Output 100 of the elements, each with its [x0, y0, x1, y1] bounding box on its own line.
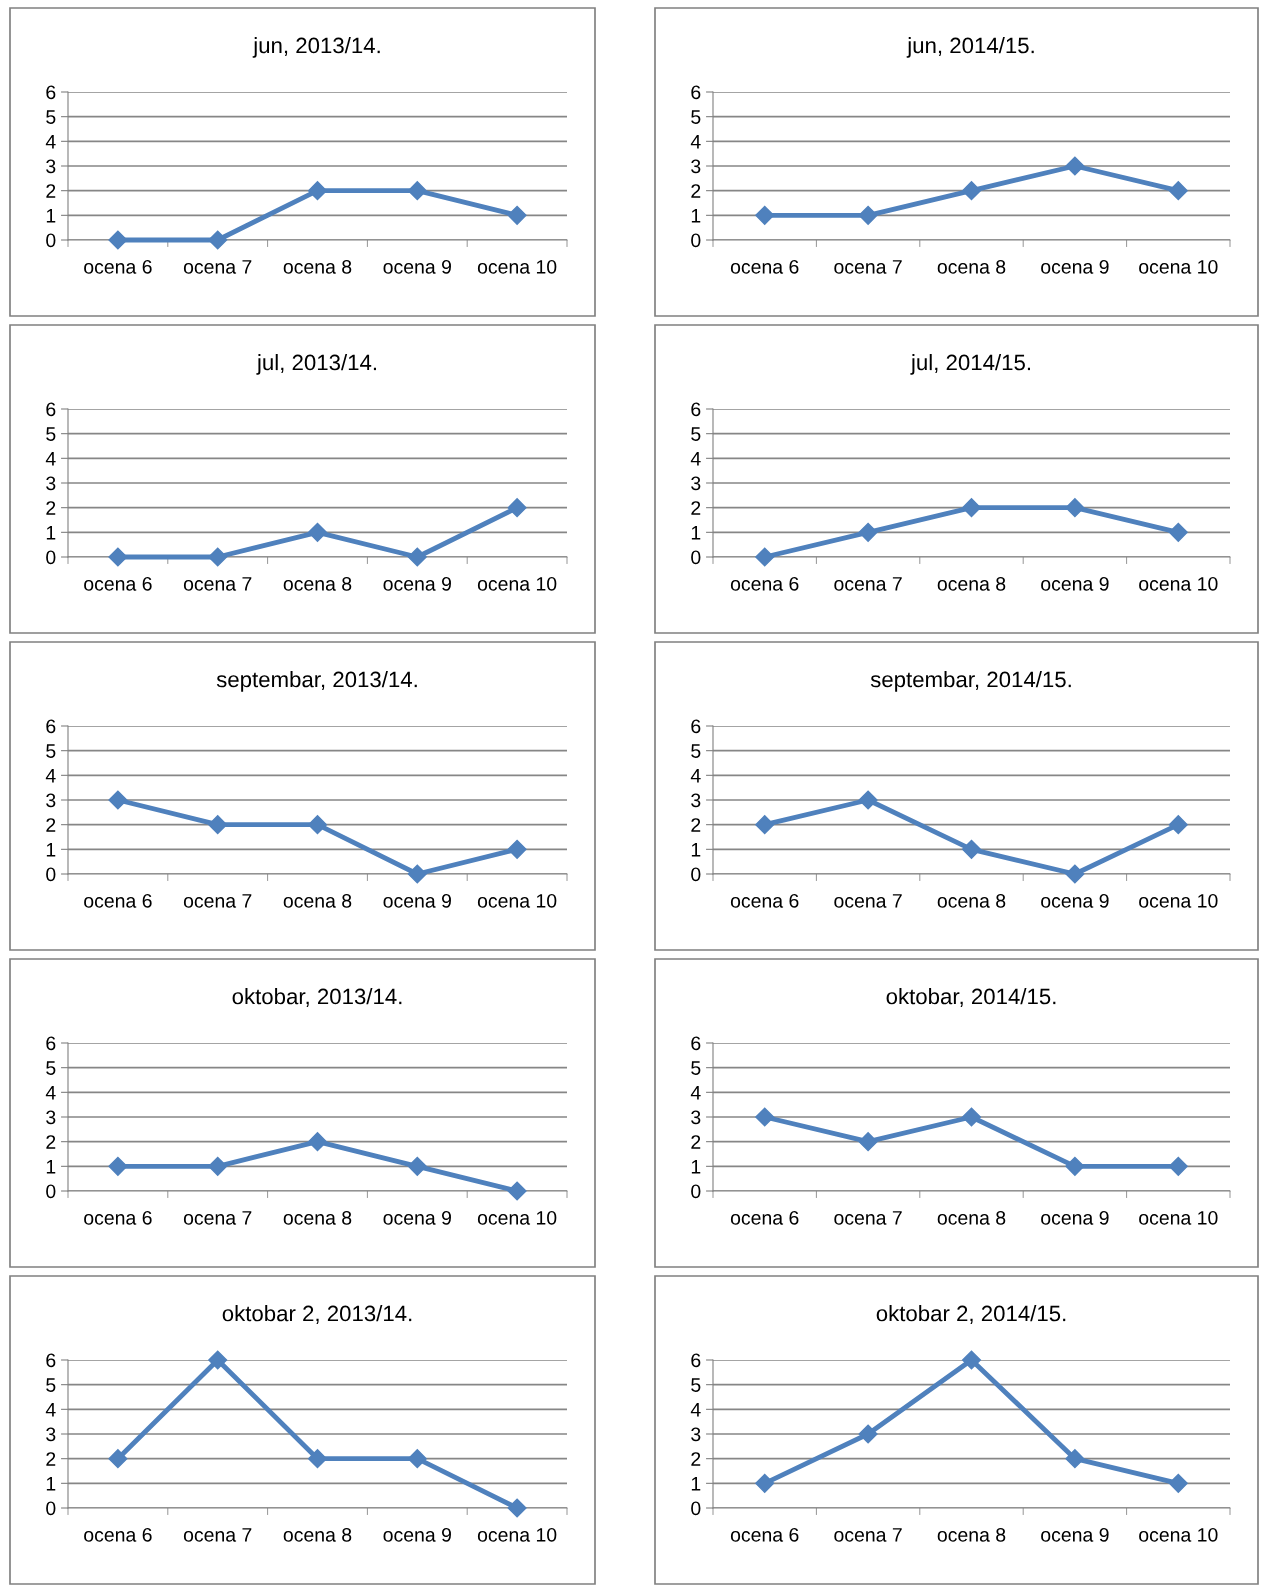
y-tick-label: 1: [46, 843, 56, 857]
y-tick-label: 2: [691, 1135, 701, 1149]
point: [858, 790, 878, 810]
y-tick-label: 0: [691, 1501, 701, 1516]
x-tick-label: ocena 10: [477, 1210, 557, 1225]
y-tick-label: 2: [691, 184, 701, 198]
chart-title: septembar, 2014/15.: [870, 671, 1071, 692]
y-tick-label: 5: [46, 110, 56, 124]
y-tick-label: 3: [691, 476, 701, 491]
y-tick-label: 4: [45, 452, 56, 466]
y-tick-label: 3: [691, 1427, 701, 1442]
point: [961, 498, 982, 518]
chart-title: jul, 2013/14.: [256, 354, 377, 375]
y-tick-label: 2: [46, 818, 56, 832]
point: [961, 181, 982, 201]
point: [858, 205, 878, 225]
y-tick-label: 1: [691, 209, 701, 223]
point: [307, 1132, 328, 1152]
point: [1065, 156, 1085, 176]
y-tick-label: 0: [691, 867, 701, 882]
point: [208, 547, 228, 567]
point: [1065, 498, 1085, 518]
point: [108, 1156, 128, 1176]
x-tick-label: ocena 10: [1139, 259, 1218, 274]
y-tick-label: 5: [691, 744, 701, 758]
y-tick-label: 2: [691, 1452, 701, 1466]
y-tick-label: 5: [691, 1378, 701, 1392]
y-tick-label: 3: [46, 1110, 56, 1125]
x-tick-label: ocena 10: [477, 1527, 557, 1542]
x-tick-label: ocena 6: [84, 259, 152, 274]
y-tick-label: 6: [46, 402, 56, 417]
point: [961, 1107, 982, 1127]
y-tick-label: 3: [46, 159, 56, 174]
x-tick-label: ocena 7: [834, 577, 902, 591]
y-tick-label: 5: [46, 1061, 56, 1075]
y-tick-label: 1: [691, 1160, 701, 1174]
point: [507, 1498, 527, 1518]
point: [108, 790, 128, 810]
point: [307, 1449, 328, 1469]
y-tick-label: 6: [691, 402, 701, 417]
x-tick-label: ocena 7: [183, 1528, 252, 1542]
y-tick-label: 2: [46, 184, 56, 198]
y-tick-label: 0: [46, 233, 56, 248]
x-tick-label: ocena 8: [937, 259, 1006, 274]
point: [407, 1156, 427, 1176]
point: [307, 522, 328, 542]
x-tick-label: ocena 8: [937, 576, 1006, 591]
x-tick-label: ocena 10: [477, 576, 557, 591]
y-tick-label: 0: [691, 233, 701, 248]
y-tick-label: 5: [46, 427, 56, 441]
point: [407, 1449, 427, 1469]
y-tick-label: 3: [691, 793, 701, 808]
y-tick-label: 2: [46, 1452, 56, 1466]
point: [507, 498, 527, 518]
x-tick-label: ocena 7: [183, 1211, 252, 1225]
point: [208, 815, 228, 835]
y-tick-label: 4: [690, 452, 701, 466]
y-tick-label: 4: [45, 135, 56, 149]
y-tick-label: 4: [690, 1403, 701, 1417]
y-tick-label: 3: [691, 159, 701, 174]
x-tick-label: ocena 9: [1041, 259, 1109, 274]
point: [858, 1132, 878, 1152]
point: [307, 181, 328, 201]
y-tick-label: 6: [691, 1036, 701, 1051]
x-tick-label: ocena 9: [1041, 1527, 1109, 1542]
y-tick-label: 4: [45, 769, 56, 783]
point: [961, 839, 982, 859]
x-tick-label: ocena 9: [383, 259, 451, 274]
x-tick-label: ocena 8: [937, 1210, 1006, 1225]
y-tick-label: 6: [46, 1036, 56, 1051]
x-tick-label: ocena 7: [183, 577, 252, 591]
point: [1065, 1156, 1085, 1176]
point: [858, 1424, 878, 1444]
point: [755, 1473, 775, 1493]
x-tick-label: ocena 9: [1041, 1210, 1109, 1225]
y-tick-label: 5: [46, 744, 56, 758]
chart-title: oktobar 2, 2013/14.: [222, 1305, 412, 1324]
point: [407, 547, 427, 567]
point: [1065, 864, 1085, 884]
point: [1168, 1473, 1188, 1493]
x-tick-label: ocena 10: [1139, 1527, 1218, 1542]
y-tick-label: 3: [46, 793, 56, 808]
point: [407, 181, 427, 201]
chart-title: jun, 2013/14.: [252, 37, 380, 58]
y-tick-label: 1: [46, 1160, 56, 1174]
y-tick-label: 5: [691, 110, 701, 124]
x-tick-label: ocena 6: [84, 893, 152, 908]
y-tick-label: 1: [691, 526, 701, 540]
y-tick-label: 0: [691, 550, 701, 565]
y-tick-label: 6: [46, 1353, 56, 1368]
y-tick-label: 6: [46, 85, 56, 100]
point: [507, 839, 527, 859]
y-tick-label: 6: [691, 85, 701, 100]
point: [108, 1449, 128, 1469]
y-tick-label: 2: [46, 501, 56, 515]
x-tick-label: ocena 7: [834, 894, 902, 908]
y-tick-label: 0: [46, 867, 56, 882]
point: [858, 522, 878, 542]
x-tick-label: ocena 6: [730, 259, 799, 274]
x-tick-label: ocena 8: [937, 1527, 1006, 1542]
